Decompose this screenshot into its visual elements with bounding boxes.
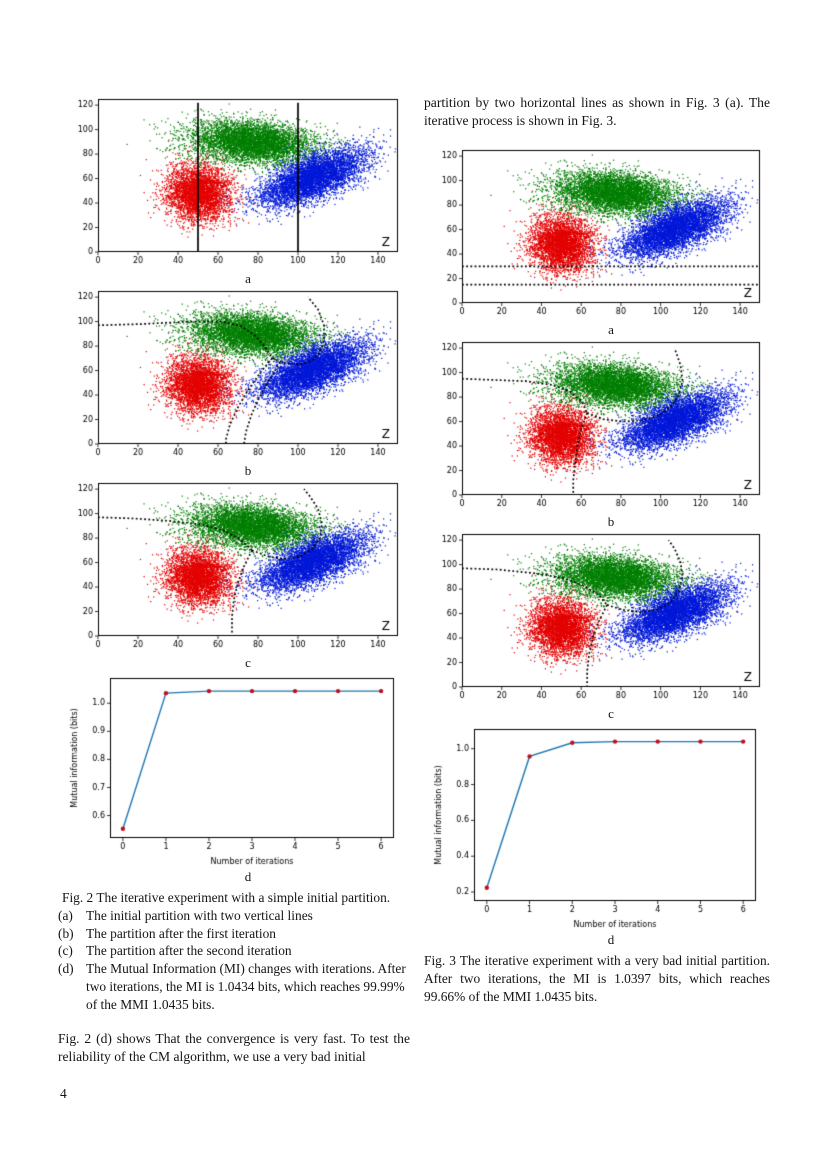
- fig2b-block: b: [58, 286, 410, 478]
- fig2c-scatter-plot: [64, 478, 404, 656]
- fig3c-scatter-plot: [428, 528, 766, 707]
- left-column: a b c d Fig. 2 The iterative experiment …: [58, 94, 410, 1067]
- fig2-caption-item-d: (d) The Mutual Information (MI) changes …: [58, 960, 410, 1013]
- fig2-caption: Fig. 2 The iterative experiment with a s…: [58, 889, 410, 1014]
- fig3a-block: a: [424, 144, 770, 337]
- caption-item-text: The partition after the first iteration: [86, 925, 276, 941]
- caption-item-label: (b): [58, 925, 74, 941]
- fig2-caption-item-b: (b) The partition after the first iterat…: [58, 925, 410, 943]
- caption-item-label: (a): [58, 907, 73, 923]
- fig2a-scatter-plot: [64, 94, 404, 272]
- page-number: 4: [60, 1086, 67, 1101]
- fig3b-block: b: [424, 336, 770, 529]
- caption-item-label: (d): [58, 961, 74, 977]
- fig2d-line-chart: [64, 670, 404, 870]
- fig3a-sublabel: a: [608, 321, 614, 337]
- right-column: partition by two horizontal lines as sho…: [424, 94, 770, 1005]
- caption-item-label: (c): [58, 943, 73, 959]
- caption-item-text: The partition after the second iteration: [86, 943, 292, 959]
- fig3d-block: d: [424, 720, 770, 947]
- fig2a-sublabel: a: [245, 271, 251, 286]
- fig2-caption-item-a: (a) The initial partition with two verti…: [58, 907, 410, 925]
- fig2c-sublabel: c: [245, 655, 251, 670]
- fig3d-line-chart: [428, 720, 766, 933]
- fig2d-block: d: [58, 670, 410, 884]
- caption-item-text: The Mutual Information (MI) changes with…: [86, 961, 406, 1012]
- fig2b-sublabel: b: [244, 463, 252, 478]
- fig3-caption: Fig. 3 The iterative experiment with a v…: [424, 952, 770, 1004]
- fig3d-sublabel: d: [607, 931, 615, 947]
- fig2-caption-item-c: (c) The partition after the second itera…: [58, 942, 410, 960]
- fig3a-scatter-plot: [428, 144, 766, 323]
- fig3c-sublabel: c: [608, 705, 614, 721]
- left-body-text: Fig. 2 (d) shows That the convergence is…: [58, 1030, 410, 1065]
- fig2a-block: a: [58, 94, 410, 286]
- fig3b-scatter-plot: [428, 336, 766, 515]
- right-intro-text: partition by two horizontal lines as sho…: [424, 95, 770, 129]
- fig2b-scatter-plot: [64, 286, 404, 464]
- fig3c-block: c: [424, 528, 770, 721]
- fig3b-sublabel: b: [607, 513, 615, 529]
- fig2c-block: c: [58, 478, 410, 670]
- fig2-caption-title: Fig. 2 The iterative experiment with a s…: [62, 890, 391, 905]
- caption-item-text: The initial partition with two vertical …: [86, 907, 313, 923]
- fig2d-sublabel: d: [244, 869, 252, 884]
